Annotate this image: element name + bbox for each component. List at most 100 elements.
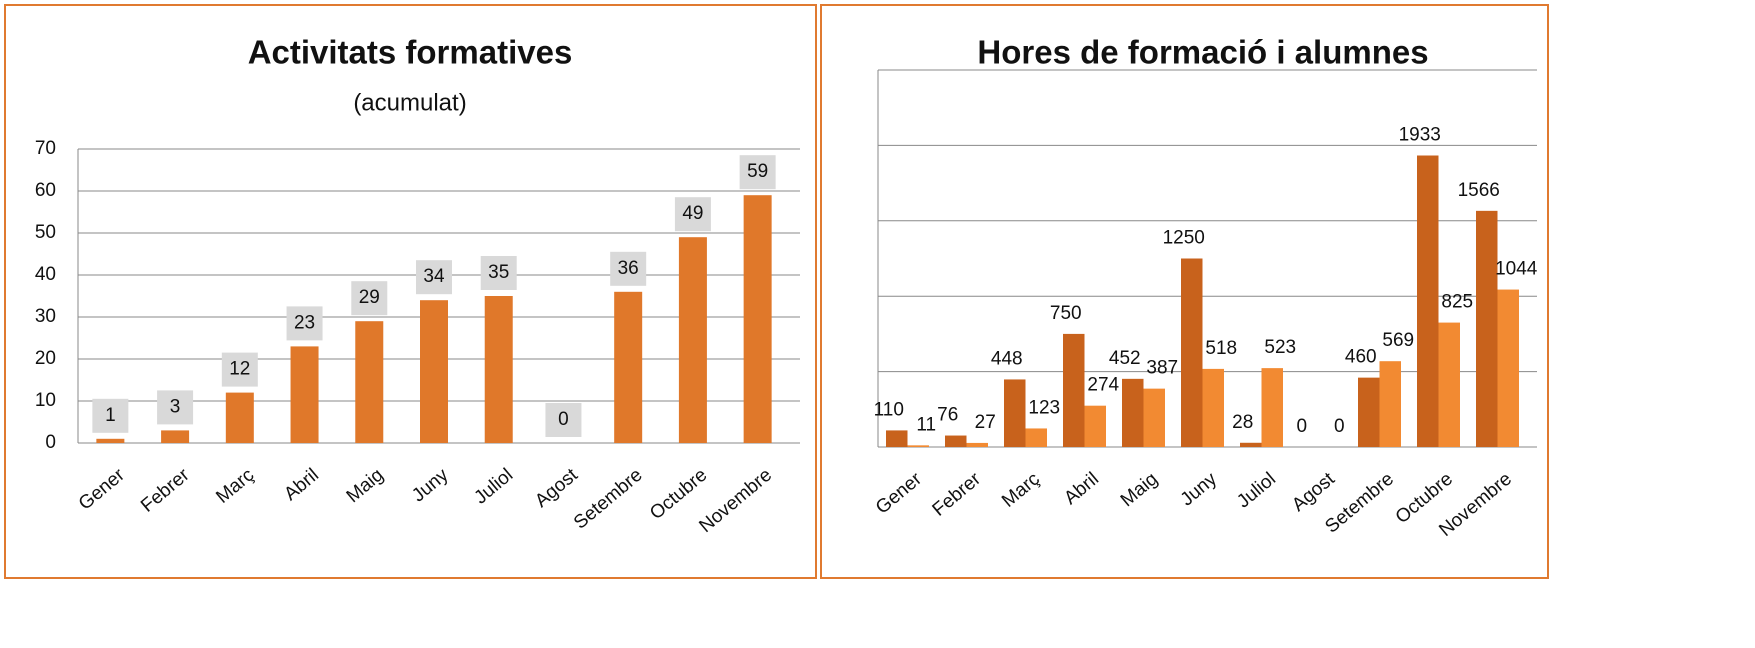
data-label: 34 [423,266,445,287]
data-label-bg [674,197,711,232]
x-tick-label: Setembre [570,465,647,534]
data-label: 1566 [1458,180,1500,201]
data-label-bg [480,256,517,290]
data-label-bg [221,352,258,387]
x-tick-label: Juny [1177,468,1222,510]
data-label-bg [157,390,194,425]
bar [420,300,448,443]
bar [614,291,643,443]
x-tick-label: Agost [1288,468,1339,516]
data-label: 1 [105,405,116,426]
y-tick-label: 10 [35,390,56,411]
bar [161,430,190,443]
bar [1143,388,1165,447]
x-tick-label: Juliol [470,465,517,509]
data-label: 3 [170,396,181,417]
data-label: 0 [1334,416,1345,437]
bar [678,237,707,443]
data-label-bg [610,251,647,286]
bar [1438,322,1460,447]
data-label: 1044 [1495,259,1538,280]
data-label: 123 [1028,397,1060,418]
bar [1122,378,1144,447]
bar [1476,210,1498,447]
data-label: 12 [229,359,250,380]
data-label: 0 [1296,416,1307,437]
bar [966,442,988,447]
x-tick-label: Abril [1060,469,1103,510]
bar [1063,333,1085,447]
chart-title: Activitats formatives [248,34,573,71]
data-label-bg [416,260,452,295]
data-label: 59 [747,161,768,182]
x-tick-label: Gener [872,468,926,518]
chart-subtitle: (acumulat) [353,89,466,116]
data-label-bg [351,281,388,316]
x-tick-label: Febrer [137,464,194,516]
data-label: 750 [1050,303,1082,324]
bar [743,195,772,443]
data-label: 27 [975,412,996,433]
data-label: 825 [1441,292,1473,313]
data-label: 387 [1146,358,1178,379]
bar [484,296,513,443]
x-tick-label: Febrer [929,468,986,520]
data-label-bg [92,398,129,433]
y-tick-label: 40 [35,264,56,285]
chart-title: Hores de formació i alumnes [977,34,1428,71]
bar [907,445,929,447]
bar [1181,258,1203,447]
bar [1084,405,1106,447]
data-label: 29 [359,287,380,308]
data-label: 523 [1264,337,1296,358]
y-tick-label: 20 [35,348,56,369]
bar [886,430,908,447]
x-tick-label: Abril [280,465,323,506]
x-tick-label: Març [212,465,258,508]
data-label: 11 [916,414,936,435]
data-label-bg [739,155,776,190]
x-tick-label: Maig [343,465,388,508]
bar [1379,361,1401,447]
x-tick-label: Agost [531,464,582,512]
data-label: 23 [294,312,315,333]
bar [355,321,384,443]
data-label: 76 [937,405,958,426]
data-label: 0 [558,409,569,430]
data-label: 35 [488,262,509,283]
y-tick-label: 0 [45,432,56,453]
bar [290,346,319,443]
data-label: 274 [1087,375,1119,396]
bar [1240,442,1262,447]
y-tick-label: 30 [35,306,56,327]
panel-right [820,4,1549,579]
data-label: 460 [1345,347,1377,368]
data-label: 448 [991,348,1023,369]
bar [1202,368,1224,447]
data-label-bg [545,403,582,437]
bar [1025,428,1047,447]
data-label: 49 [682,203,703,224]
x-tick-label: Gener [75,464,129,514]
bar [1497,289,1519,447]
panel-left [4,4,817,579]
data-label: 518 [1205,338,1237,359]
x-tick-label: Novembre [695,465,776,537]
data-label: 1933 [1399,125,1441,146]
y-tick-label: 60 [35,180,56,201]
x-tick-label: Març [998,469,1044,512]
data-label: 1250 [1163,228,1205,249]
x-tick-label: Juny [408,464,453,506]
bar [1004,379,1026,447]
data-label: 569 [1382,330,1414,351]
bar [1261,368,1283,447]
x-tick-label: Maig [1117,469,1162,512]
data-label: 28 [1232,412,1253,433]
bar [225,392,254,443]
data-label-bg [286,306,323,341]
data-label: 452 [1109,348,1141,369]
bar [1358,377,1380,447]
x-tick-label: Juliol [1233,469,1280,513]
bar [1417,155,1439,447]
